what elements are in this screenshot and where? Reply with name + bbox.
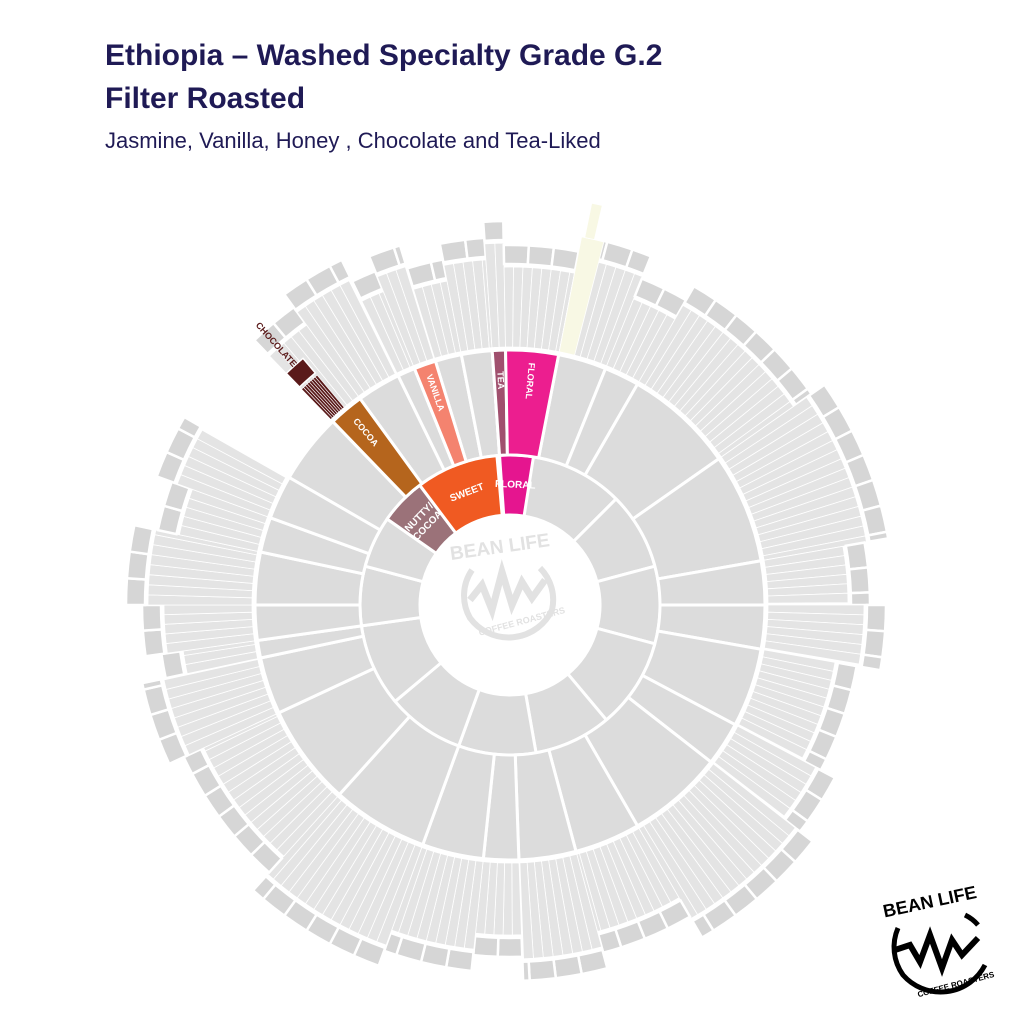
ring-line — [713, 756, 791, 817]
outer-box — [864, 603, 888, 633]
outer-box — [502, 243, 531, 266]
outer-box — [849, 591, 872, 607]
outer-box — [471, 934, 500, 959]
outer-box — [866, 530, 890, 544]
logo-wave — [894, 926, 981, 977]
ring-line — [163, 659, 260, 690]
highlight-segment — [314, 374, 345, 410]
logo-text: COFFEE ROASTERS — [917, 970, 996, 999]
ring-line — [503, 266, 514, 348]
outer-box — [690, 912, 716, 940]
outer-box — [552, 953, 584, 980]
logo-ring — [891, 912, 988, 995]
logo-text: BEAN LIFE — [881, 882, 978, 921]
outer-box — [527, 957, 558, 982]
highlight-segment — [330, 396, 424, 500]
outer-box — [526, 244, 556, 268]
highlight-segment — [504, 348, 561, 460]
ring-line — [519, 862, 534, 960]
logo-text: BEAN LIFE — [449, 530, 551, 565]
outer-box — [140, 603, 164, 633]
subtitle: Jasmine, Vanilla, Honey , Chocolate and … — [105, 128, 601, 153]
outer-box — [140, 677, 164, 692]
ring-line — [395, 266, 435, 362]
outer-box — [844, 541, 870, 571]
title: Ethiopia – Washed Specialty Grade G.2 — [105, 39, 662, 72]
segment-label: TEA — [495, 371, 506, 390]
outer-box — [438, 238, 469, 264]
ring-line — [196, 429, 287, 485]
outer-box — [392, 243, 408, 268]
corner-logo: BEAN LIFE COFFEE ROASTERS — [881, 882, 996, 999]
ring-line — [339, 280, 396, 378]
outer-box — [576, 948, 609, 976]
center-logo: BEAN LIFE COFFEE ROASTERS — [449, 530, 566, 641]
outer-box — [847, 565, 872, 595]
outer-box — [624, 247, 653, 276]
ring-line — [738, 717, 808, 759]
outer-box — [496, 936, 524, 959]
highlight-outer — [584, 202, 603, 241]
outer-box — [521, 960, 531, 983]
outer-box — [463, 236, 487, 260]
outer-box — [860, 653, 884, 672]
logo-ring — [461, 565, 557, 641]
outer-box — [328, 258, 352, 285]
outer-box — [125, 550, 150, 581]
segment-label: FLORAL — [524, 362, 537, 400]
outer-box — [862, 628, 887, 659]
outer-box — [481, 219, 505, 243]
outer-box — [128, 523, 155, 556]
logo-wave — [467, 559, 548, 622]
outer-box — [251, 874, 278, 901]
outer-box — [550, 246, 581, 272]
ring-line — [767, 592, 849, 604]
outer-box — [444, 947, 475, 973]
title: Filter Roasted — [105, 82, 305, 115]
outer-box — [861, 504, 889, 537]
ring-segment — [268, 475, 383, 556]
outer-box — [160, 649, 186, 680]
outer-box — [141, 628, 166, 658]
segment-label: FLORAL — [495, 479, 536, 492]
highlight-segment — [285, 357, 317, 389]
ring-line — [763, 640, 862, 665]
outer-box — [176, 415, 203, 440]
outer-box — [124, 576, 148, 607]
highlight-segment — [412, 359, 469, 468]
highlight-segment — [417, 453, 504, 536]
